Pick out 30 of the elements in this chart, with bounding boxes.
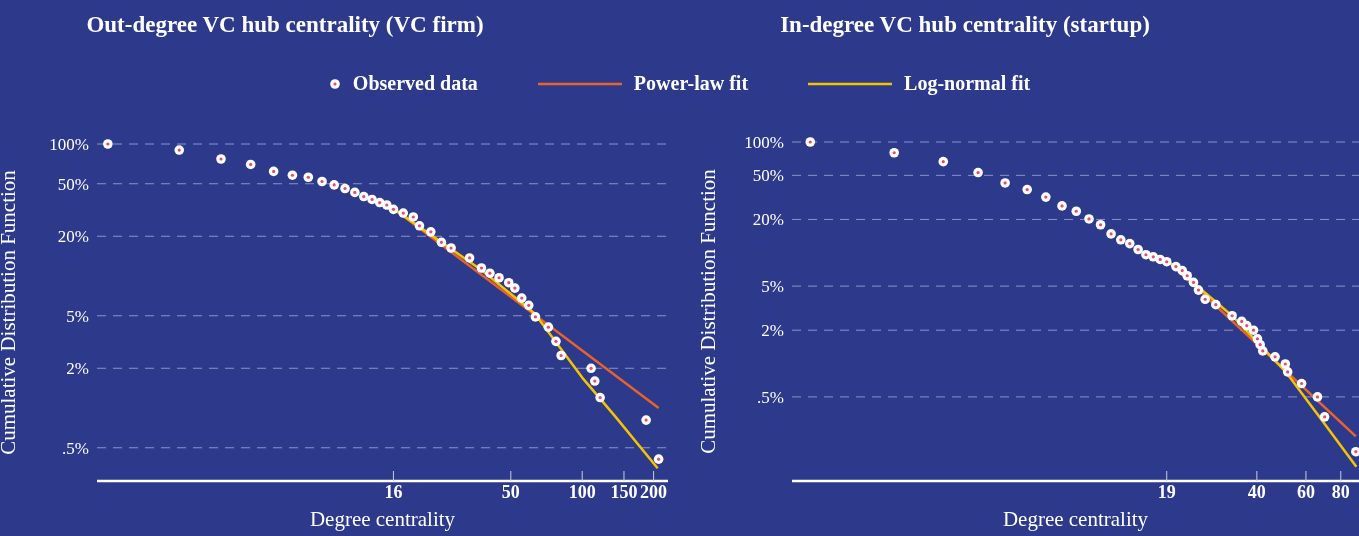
legend-label: Power-law fit — [633, 72, 749, 95]
y-tick-label: 100% — [744, 133, 784, 153]
y-tick-label: 2% — [66, 359, 89, 379]
x-axis-title: Degree centrality — [1002, 507, 1149, 531]
x-tick-label: 16 — [384, 481, 403, 502]
y-tick-label: 5% — [66, 306, 89, 326]
x-tick-label: 80 — [1331, 481, 1350, 502]
x-tick-label: 150 — [610, 481, 638, 502]
x-tick-label: 40 — [1247, 481, 1266, 502]
legend-label: Observed data — [352, 72, 478, 95]
y-axis-title: Cumulative Distribution Function — [696, 168, 721, 454]
y-tick-label: 5% — [761, 277, 784, 297]
x-tick-label: 100 — [568, 481, 596, 502]
y-tick-label: 50% — [752, 166, 784, 186]
x-tick-label: 200 — [640, 481, 668, 502]
y-tick-label: 2% — [761, 321, 784, 341]
x-tick-label: 19 — [1157, 481, 1176, 502]
y-axis-title: Cumulative Distribution Function — [0, 169, 21, 455]
y-tick-label: .5% — [757, 387, 784, 407]
legend-label: Log-normal fit — [904, 72, 1031, 95]
x-tick-label: 50 — [501, 481, 520, 502]
y-tick-label: .5% — [62, 438, 89, 458]
y-tick-label: 100% — [49, 135, 89, 155]
y-tick-label: 20% — [57, 227, 89, 247]
chart-title: In-degree VC hub centrality (startup) — [779, 12, 1151, 38]
chart-title: Out-degree VC hub centrality (VC firm) — [85, 12, 485, 38]
y-tick-label: 20% — [752, 210, 784, 230]
x-tick-label: 60 — [1296, 481, 1315, 502]
x-axis-title: Degree centrality — [309, 507, 456, 531]
y-tick-label: 50% — [57, 174, 89, 194]
